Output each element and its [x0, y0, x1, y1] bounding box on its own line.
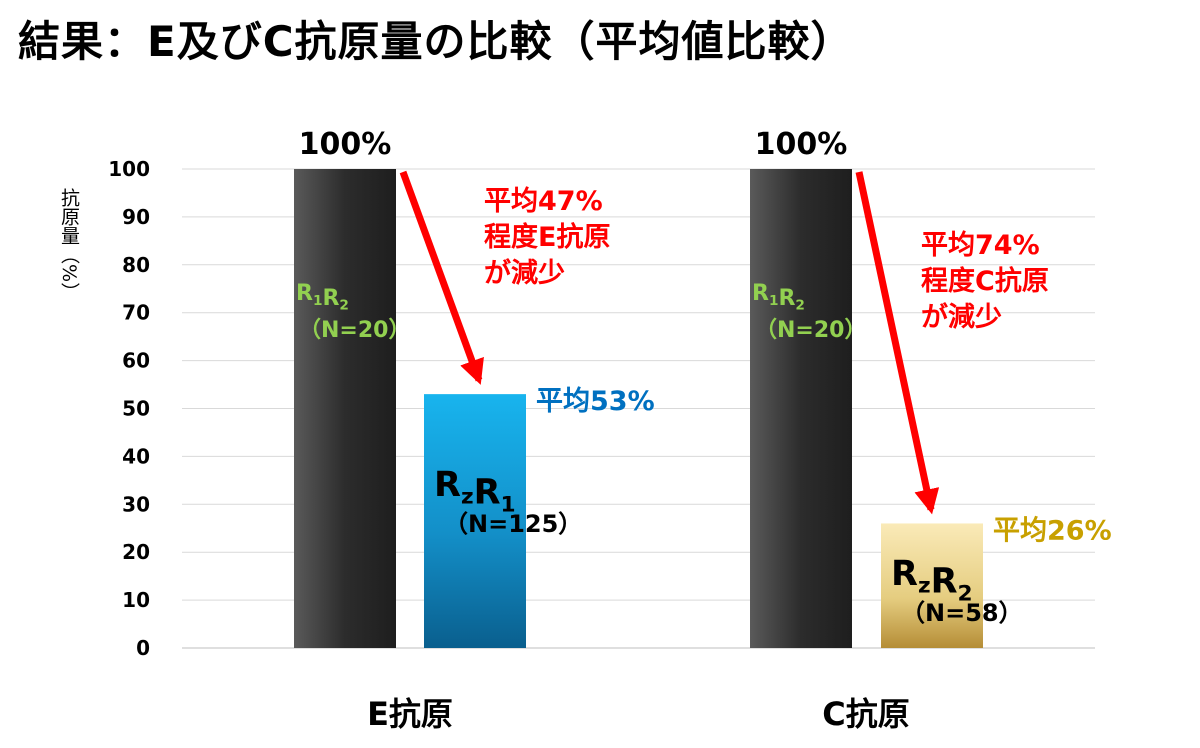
y-tick-label: 80: [122, 253, 150, 277]
y-tick-label: 0: [136, 636, 150, 660]
y-tick-label: 30: [122, 492, 150, 516]
series-name-reference: R1R2: [296, 281, 349, 314]
bar-value-label: 100%: [299, 127, 392, 162]
bar-comparison: [424, 394, 526, 648]
decrease-annotation: が減少: [921, 301, 1002, 333]
bar-reference: [750, 169, 852, 648]
y-axis-label: 抗原量（%）: [58, 188, 80, 302]
series-n-comparison: （N=58）: [901, 599, 1023, 627]
y-tick-label: 70: [122, 301, 150, 325]
series-n-comparison: （N=125）: [444, 510, 582, 538]
decrease-annotation: 平均74%: [921, 230, 1040, 261]
y-tick-label: 50: [122, 397, 150, 421]
y-tick-label: 20: [122, 540, 150, 564]
decrease-arrow: [399, 170, 484, 385]
y-tick-label: 10: [122, 588, 150, 612]
y-tick-label: 90: [122, 205, 150, 229]
page-title: 結果：E及びC抗原量の比較（平均値比較）: [18, 17, 854, 66]
series-name-reference: R1R2: [752, 281, 805, 314]
bar-comparison: [881, 523, 983, 648]
bar-value-label: 平均53%: [536, 386, 655, 417]
series-n-reference: （N=20）: [755, 318, 866, 343]
decrease-annotation: 平均47%: [484, 186, 603, 217]
decrease-annotation: 程度E抗原: [484, 221, 610, 253]
y-tick-label: 60: [122, 349, 150, 373]
x-category-label: E抗原: [367, 695, 453, 733]
bar-reference: [294, 169, 396, 648]
decrease-annotation: 程度C抗原: [921, 265, 1049, 297]
y-tick-label: 100: [108, 157, 150, 181]
x-category-label: C抗原: [822, 695, 910, 733]
series-name-comparison: RzR2: [891, 554, 973, 606]
decrease-annotation: が減少: [484, 257, 565, 289]
series-name-comparison: RzR1: [434, 465, 516, 517]
series-n-reference: （N=20）: [299, 318, 410, 343]
y-tick-label: 40: [122, 444, 150, 468]
decrease-arrow: [855, 171, 940, 515]
bar-value-label: 平均26%: [993, 515, 1112, 546]
bar-value-label: 100%: [755, 127, 848, 162]
